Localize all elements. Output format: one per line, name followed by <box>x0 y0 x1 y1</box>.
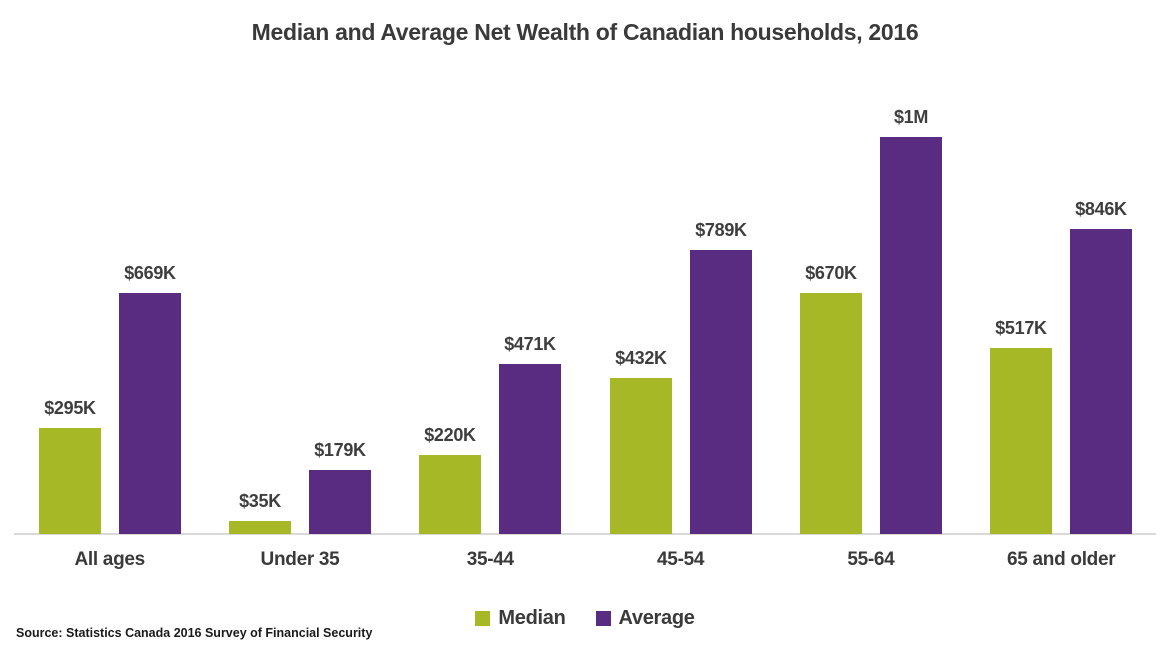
legend: Median Average <box>0 607 1170 630</box>
value-label-median-all-ages: $295K <box>44 398 96 418</box>
category-label-under-35: Under 35 <box>260 549 340 570</box>
bar-average-all-ages <box>119 293 181 534</box>
value-label-median-65-and-older: $517K <box>995 318 1047 338</box>
category-label-65-and-older: 65 and older <box>1007 549 1116 570</box>
bar-median-all-ages <box>39 428 101 534</box>
bar-average-55-64 <box>880 137 942 534</box>
value-label-average-45-54: $789K <box>695 220 747 240</box>
value-label-median-under-35: $35K <box>239 491 281 511</box>
bar-median-65-and-older <box>990 348 1052 534</box>
bar-average-65-and-older <box>1070 229 1132 534</box>
legend-swatch-median <box>475 611 491 626</box>
legend-item-median: Median <box>475 607 566 630</box>
bar-median-35-44 <box>419 455 481 534</box>
bar-median-under-35 <box>229 521 291 534</box>
value-label-average-65-and-older: $846K <box>1075 199 1127 219</box>
value-label-median-45-54: $432K <box>615 348 667 368</box>
legend-label-median: Median <box>498 607 566 629</box>
value-label-average-35-44: $471K <box>504 334 556 354</box>
bar-median-45-54 <box>610 378 672 534</box>
bar-median-55-64 <box>800 293 862 534</box>
value-label-median-55-64: $670K <box>805 263 857 283</box>
bar-average-45-54 <box>690 250 752 534</box>
value-label-average-all-ages: $669K <box>124 263 176 283</box>
category-label-all-ages: All ages <box>74 549 145 570</box>
legend-label-average: Average <box>618 607 695 629</box>
chart-title: Median and Average Net Wealth of Canadia… <box>251 19 919 45</box>
source-note: Source: Statistics Canada 2016 Survey of… <box>16 626 373 640</box>
category-label-35-44: 35-44 <box>466 549 514 570</box>
x-axis-line <box>14 533 1156 535</box>
bar-average-35-44 <box>499 364 561 534</box>
bar-average-under-35 <box>309 470 371 534</box>
value-label-average-55-64: $1M <box>893 107 929 127</box>
legend-item-average: Average <box>595 607 695 630</box>
value-label-average-under-35: $179K <box>314 440 366 460</box>
value-label-median-35-44: $220K <box>424 425 476 445</box>
legend-swatch-average <box>595 611 611 626</box>
category-label-55-64: 55-64 <box>847 549 895 570</box>
category-label-45-54: 45-54 <box>657 549 705 570</box>
